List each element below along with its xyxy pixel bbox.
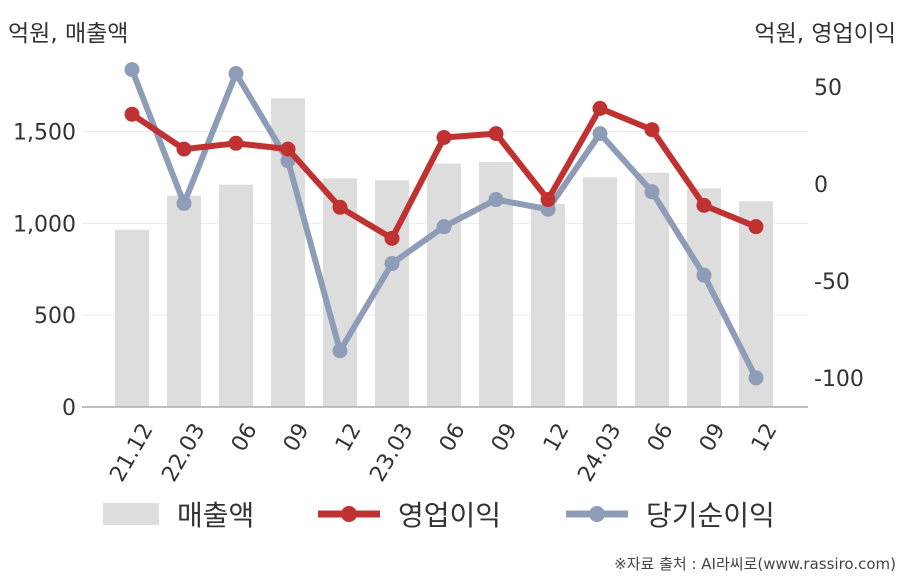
net-income-point: [644, 184, 660, 200]
operating-profit-point: [228, 135, 244, 151]
net-income-point: [436, 219, 452, 235]
legend-item-net-income: 당기순이익: [566, 492, 775, 536]
operating-profit-point: [176, 141, 192, 157]
x-axis-tick-label: 09: [487, 419, 523, 456]
net-income-point: [592, 126, 608, 142]
revenue-bar: [219, 184, 253, 407]
legend-label-net-income: 당기순이익: [646, 499, 775, 532]
x-axis-tick-label: 12: [539, 419, 575, 456]
x-axis-tick-label: 09: [279, 419, 315, 456]
operating-profit-point: [540, 192, 556, 208]
operating-profit-point: [644, 122, 660, 138]
net-income-point: [228, 66, 244, 82]
operating-profit-point: [696, 197, 712, 213]
x-axis-tick-label: 06: [227, 419, 263, 456]
net-income-point: [384, 256, 400, 272]
right-axis-tick-label: -100: [814, 367, 864, 392]
legend-swatch-revenue: [103, 503, 159, 525]
x-axis-tick-label: 09: [695, 419, 731, 456]
right-axis-tick-label: -50: [814, 270, 850, 295]
revenue-bar: [531, 204, 565, 407]
operating-profit-point: [124, 106, 140, 122]
left-axis-unit-label: 억원, 매출액: [8, 21, 129, 47]
revenue-bar: [583, 177, 617, 407]
left-axis-tick-label: 1,000: [13, 212, 76, 237]
x-axis-tick-label: 12: [331, 419, 367, 456]
left-axis-tick-label: 1,500: [13, 120, 76, 145]
profit-lines: [124, 62, 764, 386]
operating-profit-point: [280, 141, 296, 157]
net-income-point: [176, 195, 192, 211]
legend-swatch-net-income: [566, 506, 628, 522]
source-note: ※자료 출처 : AI라씨로(www.rassiro.com): [614, 555, 896, 573]
x-axis-tick-label: 23.03: [365, 419, 418, 486]
operating-profit-point: [488, 126, 504, 142]
x-axis-tick-label: 12: [747, 419, 783, 456]
operating-profit-point: [332, 199, 348, 215]
x-axis-tick-label: 06: [643, 419, 679, 456]
x-axis-tick-label: 21.12: [105, 419, 158, 486]
operating-profit-point: [436, 129, 452, 145]
legend-item-revenue: 매출액: [103, 492, 254, 536]
left-axis-tick-label: 500: [34, 304, 76, 329]
right-axis-tick-label: 50: [814, 76, 842, 101]
revenue-bar: [167, 195, 201, 407]
net-income-point: [488, 192, 504, 208]
operating-profit-point: [384, 230, 400, 246]
operating-profit-point: [592, 100, 608, 116]
net-income-point: [748, 370, 764, 386]
net-income-point: [332, 343, 348, 359]
operating-profit-point: [748, 219, 764, 235]
legend-item-operating-profit: 영업이익: [318, 492, 501, 536]
legend-label-operating-profit: 영업이익: [398, 499, 502, 532]
x-axis-tick-label: 22.03: [157, 419, 210, 486]
x-axis-tick-label: 24.03: [573, 419, 626, 486]
right-axis-unit-label: 억원, 영업이익: [754, 21, 896, 47]
legend-label-revenue: 매출액: [177, 499, 255, 532]
x-axis-tick-label: 06: [435, 419, 471, 456]
net-income-point: [124, 62, 140, 78]
legend: 매출액 영업이익 당기순이익: [0, 492, 908, 536]
left-axis-tick-label: 0: [62, 396, 76, 421]
revenue-bar: [427, 163, 461, 407]
net-income-point: [696, 267, 712, 283]
legend-swatch-operating-profit: [318, 506, 380, 522]
revenue-bar: [115, 229, 149, 407]
right-axis-tick-label: 0: [814, 173, 828, 198]
